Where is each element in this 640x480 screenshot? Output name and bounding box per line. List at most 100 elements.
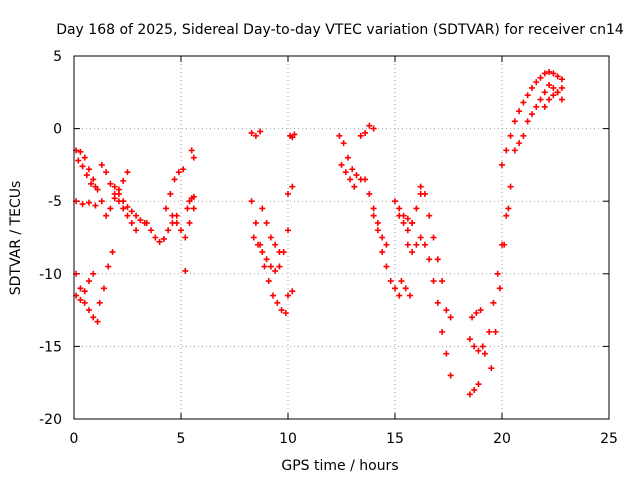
data-point bbox=[475, 347, 482, 354]
data-point bbox=[128, 208, 135, 215]
data-point bbox=[167, 190, 174, 197]
data-point bbox=[190, 193, 197, 200]
x-tick-label: 0 bbox=[70, 431, 79, 447]
data-point bbox=[546, 68, 553, 75]
data-point bbox=[289, 288, 296, 295]
data-point bbox=[370, 125, 377, 132]
data-point bbox=[291, 131, 298, 138]
data-point bbox=[353, 172, 360, 179]
data-point bbox=[477, 307, 484, 314]
x-axis-label: GPS time / hours bbox=[281, 458, 398, 474]
data-point bbox=[94, 318, 101, 325]
data-point bbox=[426, 212, 433, 219]
data-point bbox=[499, 161, 505, 168]
data-point bbox=[409, 249, 416, 256]
data-point bbox=[503, 212, 510, 219]
data-point bbox=[550, 84, 557, 91]
data-point bbox=[276, 263, 283, 270]
data-point bbox=[252, 132, 259, 139]
data-point bbox=[188, 147, 195, 154]
data-point bbox=[439, 328, 446, 335]
data-point bbox=[190, 205, 197, 212]
data-point bbox=[507, 183, 514, 190]
data-point bbox=[156, 238, 163, 245]
data-point bbox=[471, 343, 478, 350]
y-axis-label: SDTVAR / TECUs bbox=[8, 181, 24, 296]
data-point bbox=[77, 148, 84, 155]
data-point bbox=[400, 219, 407, 226]
data-point bbox=[171, 176, 178, 183]
data-point bbox=[259, 249, 266, 256]
data-point bbox=[520, 132, 527, 139]
data-point bbox=[83, 172, 90, 179]
data-point bbox=[481, 350, 488, 357]
data-point bbox=[466, 336, 473, 343]
data-point bbox=[267, 263, 274, 270]
data-point bbox=[175, 169, 182, 176]
data-point bbox=[511, 147, 518, 154]
data-point bbox=[342, 169, 349, 176]
x-tick-label: 5 bbox=[177, 431, 186, 447]
data-point bbox=[285, 190, 291, 197]
data-point bbox=[90, 176, 97, 183]
y-tick-label: -20 bbox=[39, 412, 62, 428]
y-tick-label: 0 bbox=[53, 122, 62, 138]
data-point bbox=[128, 219, 135, 226]
data-point bbox=[402, 285, 409, 292]
data-point bbox=[124, 212, 131, 219]
data-point bbox=[404, 215, 411, 222]
data-point bbox=[413, 241, 420, 248]
data-point bbox=[88, 180, 95, 187]
data-point bbox=[92, 183, 99, 190]
data-point bbox=[505, 205, 512, 212]
data-point bbox=[392, 285, 398, 292]
data-point bbox=[443, 350, 450, 357]
data-point bbox=[276, 249, 283, 256]
data-point bbox=[374, 219, 381, 226]
data-point bbox=[466, 391, 473, 398]
data-point bbox=[120, 205, 127, 212]
data-point bbox=[267, 234, 274, 241]
data-point bbox=[387, 278, 394, 285]
data-point bbox=[554, 73, 561, 80]
data-point bbox=[75, 157, 82, 164]
data-point bbox=[362, 176, 369, 183]
data-point bbox=[366, 122, 373, 129]
data-point bbox=[344, 154, 351, 161]
data-point bbox=[163, 205, 170, 212]
plot-frame bbox=[73, 55, 610, 420]
data-point bbox=[152, 234, 159, 241]
data-point bbox=[516, 108, 523, 115]
axis-ticks: 0 5 10 15 20 25 -20 -15 -10 -5 0 5 bbox=[39, 49, 618, 447]
data-point bbox=[479, 343, 486, 350]
data-point bbox=[272, 267, 279, 274]
data-point bbox=[383, 241, 390, 248]
data-point bbox=[406, 292, 413, 299]
data-point bbox=[473, 310, 480, 317]
data-point bbox=[430, 278, 437, 285]
data-point bbox=[92, 202, 99, 209]
x-tick-label: 20 bbox=[493, 431, 511, 447]
data-point bbox=[351, 183, 358, 190]
data-point bbox=[558, 76, 565, 83]
y-tick-label: -10 bbox=[39, 267, 62, 283]
data-point bbox=[501, 241, 508, 248]
data-point bbox=[434, 256, 441, 263]
y-tick-label: 5 bbox=[53, 49, 62, 65]
data-point bbox=[488, 365, 495, 372]
data-point bbox=[85, 166, 92, 173]
data-point bbox=[120, 177, 127, 184]
data-point bbox=[370, 205, 377, 212]
data-point bbox=[257, 128, 264, 135]
data-point bbox=[81, 299, 88, 306]
data-point bbox=[278, 307, 285, 314]
data-point bbox=[475, 381, 482, 388]
data-point bbox=[430, 234, 437, 241]
y-tick-label: -5 bbox=[48, 194, 62, 210]
data-point bbox=[100, 285, 107, 292]
data-point bbox=[496, 285, 503, 292]
data-point bbox=[96, 299, 103, 306]
data-point bbox=[81, 288, 88, 295]
data-point bbox=[447, 372, 454, 379]
data-point bbox=[503, 147, 510, 154]
